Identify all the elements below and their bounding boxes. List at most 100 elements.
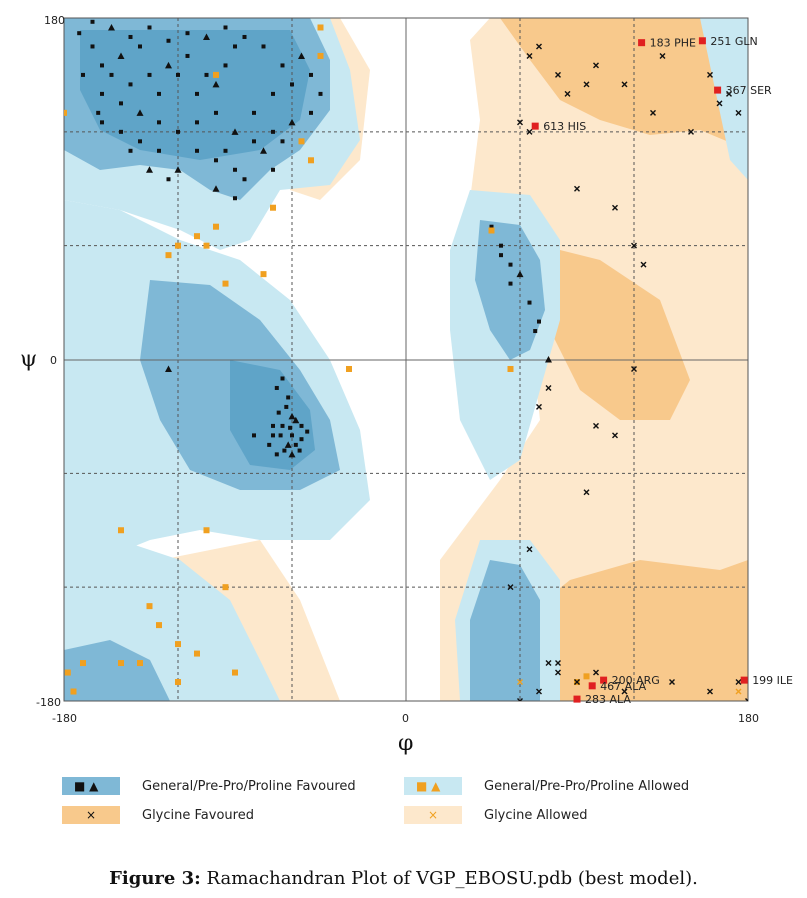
favoured-square-point [128,34,133,39]
cross-stroke [707,71,713,78]
cross-stroke [631,242,637,249]
cross-stroke [526,546,533,553]
favoured-square-point [96,110,101,115]
favoured-square-point [271,433,275,438]
glycine-favoured-point [574,185,580,192]
favoured-triangle-point [108,23,115,31]
glycine-favoured-point [536,43,542,50]
cross-stroke [612,432,618,439]
cross-stroke [659,52,666,59]
favoured-square-point [278,433,283,438]
favoured-square-point [508,262,513,267]
favoured-square-point [274,385,279,390]
cross-stroke [593,422,599,429]
favoured-square-point [280,376,285,381]
glycine-favoured-point [726,90,732,97]
cross-stroke [707,688,713,695]
glycine-favoured-point [640,261,647,268]
glycine-favoured-point [526,546,533,553]
favoured-square-point [276,410,281,415]
favoured-square-point [233,44,237,49]
cross-stroke [593,669,599,676]
favoured-square-point [252,139,256,144]
favoured-square-point [157,120,161,125]
outlier-point [588,682,596,690]
outlier-label: 467 ALA [600,680,646,693]
cross-stroke [716,100,723,107]
y-axis-label: ψ [20,347,37,372]
cross-stroke [583,81,590,88]
favoured-triangle-point [288,118,296,126]
favoured-square-point [119,129,123,134]
allowed-square-point [308,157,314,164]
glycine-favoured-point [574,679,580,686]
favoured-square-point [185,31,190,36]
allowed-square-point [80,660,86,667]
favoured-square-point [214,110,218,115]
cross-stroke [745,698,748,701]
allowed-square-point [583,673,590,680]
allowed-square-point [203,527,210,534]
favoured-square-point [271,91,275,96]
favoured-square-point [128,82,133,87]
glycine-favoured-point [555,660,561,667]
cross-stroke [526,52,533,59]
allowed-square-point [70,688,77,695]
allowed-square-point [175,679,181,686]
glycine-favoured-point [593,422,599,429]
glycine-favoured-point [707,688,713,695]
cross-stroke [517,698,521,701]
glycine-favoured-point [593,62,599,69]
favoured-square-point [195,120,199,125]
allowed-square-point [270,204,276,211]
favoured-square-point [305,429,310,434]
glycine-favoured-point [707,71,713,78]
favoured-triangle-point [545,356,552,363]
favoured-square-point [242,34,247,39]
favoured-square-point [489,224,494,229]
cross-stroke [536,688,542,695]
allowed-square-point [175,242,181,249]
favoured-square-point [223,25,228,30]
favoured-square-point [223,148,228,153]
allowed-square-point [118,527,124,534]
glycine-favoured-point [593,669,599,676]
y-tick-top: 180 [44,14,65,27]
x-axis-label: φ [398,731,413,756]
glycine-favoured-point [650,109,656,116]
region-layer [64,18,748,701]
favoured-triangle-point [136,109,144,116]
outlier-point [573,695,581,703]
general-core-region-alpha [230,360,315,470]
allowed-square-point [298,138,305,145]
favoured-square-point [166,38,171,43]
favoured-square-point [318,91,323,96]
cross-stroke [650,109,656,116]
glycine-favoured-point [669,679,675,686]
x-tick-left: -180 [52,712,77,725]
cross-stroke [735,688,742,695]
outlier-label: 283 ALA [585,693,631,706]
favoured-square-point [252,433,256,438]
glycine-favoured-point [526,52,533,59]
glycine-favoured-point [612,432,618,439]
allowed-square-point [317,24,324,31]
favoured-square-point [90,44,95,49]
favoured-square-point [280,423,285,428]
glycine-favoured-point [517,698,523,701]
allowed-square-point [118,660,124,667]
favoured-square-point [109,72,114,77]
cross-stroke [536,43,542,50]
favoured-square-point [147,72,152,77]
favoured-square-point [299,437,304,442]
cross-stroke [735,679,742,686]
allowed-square-point [346,365,352,372]
favoured-triangle-point [284,441,292,448]
favoured-square-point [195,148,199,153]
favoured-square-point [252,110,256,115]
cross-stroke [555,71,561,78]
outlier-label: 200 ARG [612,674,660,687]
favoured-square-point [77,31,82,36]
allowed-square-point [232,669,238,676]
